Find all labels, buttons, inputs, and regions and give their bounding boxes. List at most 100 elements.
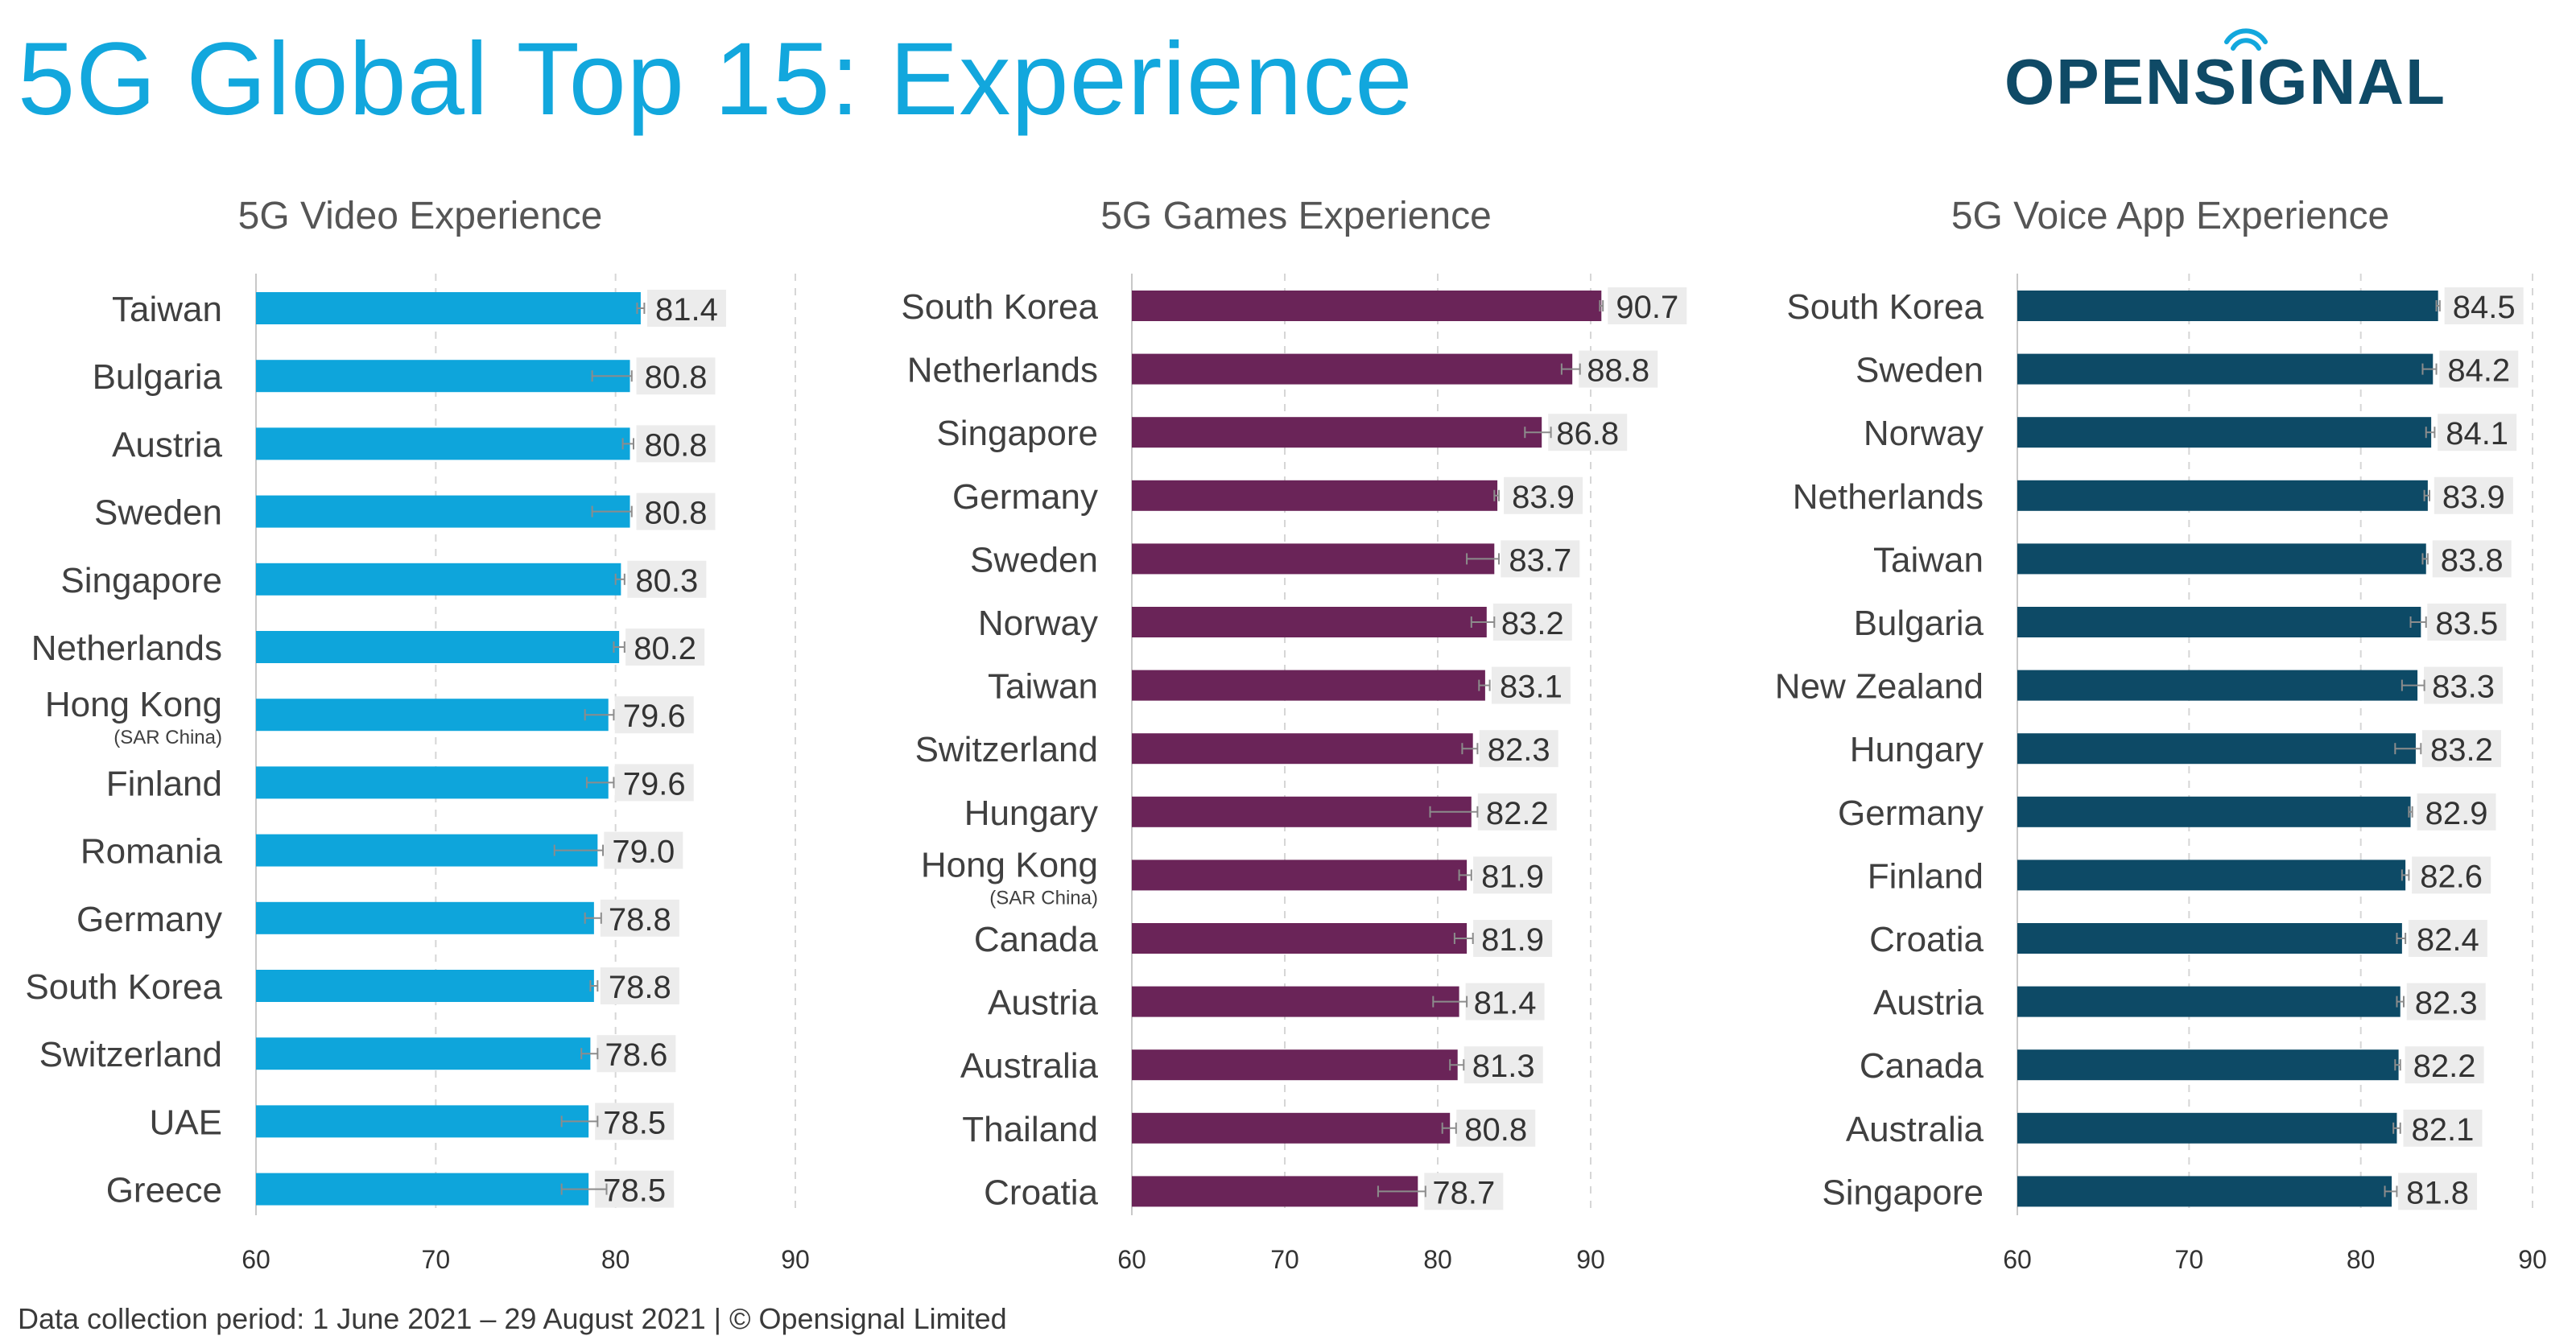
x-tick-label: 60 (2003, 1245, 2032, 1274)
bar (1132, 480, 1498, 511)
value-label: 80.8 (645, 360, 708, 395)
value-label-background (604, 831, 683, 869)
bar (2017, 923, 2402, 954)
chart-panel-3: 5G Voice App Experience 60 70 80 90 South Kor… (1775, 195, 2547, 1274)
bar (2017, 860, 2406, 891)
value-label-background (1548, 414, 1628, 451)
category-label: Singapore (1822, 1173, 1984, 1212)
value-label-background (1579, 350, 1658, 388)
category-label: Netherlands (907, 351, 1098, 390)
category-label: Romania (80, 832, 223, 872)
x-tick-label: 90 (2518, 1245, 2547, 1274)
category-label: Hungary (964, 794, 1098, 833)
category-label: Switzerland (915, 730, 1098, 769)
value-label: 83.2 (1501, 606, 1564, 641)
category-label: Croatia (984, 1173, 1098, 1212)
value-label: 81.4 (1474, 986, 1537, 1021)
value-label-background (1477, 793, 1557, 831)
x-tick-label: 60 (1117, 1245, 1146, 1274)
value-label: 83.7 (1509, 542, 1571, 578)
value-label-background (1501, 540, 1580, 578)
category-label: South Korea (901, 287, 1098, 327)
category-label: Greece (106, 1171, 222, 1210)
bar (2017, 670, 2418, 701)
signal-waves-icon (2224, 28, 2268, 51)
category-label: Thailand (962, 1110, 1098, 1149)
value-label: 80.3 (635, 563, 698, 599)
value-label: 82.9 (2425, 796, 2488, 831)
bar (256, 563, 621, 596)
value-label-background (2439, 350, 2519, 388)
value-label-background (1456, 1109, 1536, 1147)
category-label: Singapore (936, 414, 1098, 453)
category-label: South Korea (25, 967, 222, 1007)
value-label-background (600, 899, 679, 937)
value-label-background (2403, 1109, 2483, 1147)
value-label: 78.5 (603, 1105, 666, 1140)
bar (256, 699, 609, 732)
category-label: Taiwan (112, 290, 222, 329)
category-note: (SAR China) (989, 887, 1098, 909)
category-label: Hong Kong (45, 685, 222, 724)
bar (256, 427, 630, 460)
value-label-background (2408, 920, 2487, 957)
bar (2017, 291, 2438, 321)
bar (2017, 607, 2421, 637)
category-label: Germany (952, 477, 1098, 517)
value-label: 82.4 (2417, 922, 2479, 958)
bar (1132, 796, 1472, 827)
chart-title: 5G Voice App Experience (1951, 195, 2389, 237)
value-label: 90.7 (1616, 290, 1678, 325)
x-tick-label: 70 (422, 1245, 451, 1274)
value-label-background (1473, 856, 1553, 894)
bar (2017, 1112, 2397, 1144)
category-label: Netherlands (1793, 477, 1984, 517)
bar (256, 495, 630, 528)
value-label: 86.8 (1556, 416, 1619, 451)
value-label-background (2427, 604, 2507, 641)
value-label-background (636, 493, 716, 530)
bar (1132, 1112, 1451, 1144)
x-tick-label: 60 (242, 1245, 270, 1274)
value-label-background (2432, 540, 2512, 578)
page-title: 5G Global Top 15: Experience (18, 22, 1414, 137)
value-label: 84.2 (2447, 353, 2510, 389)
value-label-background (636, 357, 716, 395)
value-label-background (2444, 287, 2524, 324)
bar (256, 766, 609, 799)
value-label: 84.1 (2446, 416, 2508, 451)
bar (2017, 1176, 2392, 1207)
value-label-background (646, 290, 726, 327)
value-label: 80.8 (1464, 1112, 1527, 1148)
value-label: 79.0 (612, 835, 675, 870)
value-label-background (2398, 1173, 2478, 1210)
value-label-background (597, 1035, 676, 1073)
value-label: 79.6 (623, 766, 686, 802)
category-label: Singapore (60, 561, 222, 600)
value-label: 81.3 (1472, 1049, 1535, 1084)
bar (1132, 607, 1487, 637)
x-tick-label: 80 (601, 1245, 630, 1274)
category-label: Taiwan (988, 667, 1098, 707)
bar (256, 970, 594, 1002)
opensignal-logo: OPENSIGNAL (2004, 28, 2446, 119)
value-label: 82.2 (1486, 796, 1549, 831)
bar (256, 834, 598, 867)
value-label: 78.8 (609, 902, 671, 938)
category-label: Croatia (1869, 920, 1984, 959)
value-label-background (2406, 983, 2486, 1020)
bar (2017, 353, 2434, 385)
chart-title: 5G Games Experience (1100, 195, 1492, 237)
category-label: Bulgaria (1854, 604, 1984, 643)
bar (256, 1037, 591, 1070)
category-label: Sweden (970, 540, 1098, 579)
category-label: Sweden (1856, 351, 1984, 390)
value-label-background (2405, 1046, 2484, 1084)
value-label-background (600, 967, 679, 1004)
bar (2017, 543, 2426, 575)
value-label: 82.6 (2420, 859, 2483, 894)
value-label-background (1492, 604, 1572, 641)
bar (1132, 1176, 1418, 1207)
bar (2017, 1049, 2399, 1081)
value-label: 81.9 (1481, 859, 1544, 894)
